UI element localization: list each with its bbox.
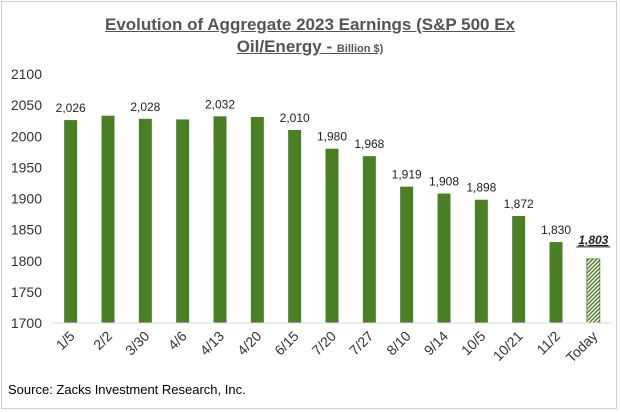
data-label: 1,968	[354, 137, 384, 151]
y-axis: 1700 1750 1800 1850 1900 1950 2000 2050 2100	[11, 66, 42, 331]
chart-title-line1: Evolution of Aggregate 2023 Earnings (S&…	[104, 15, 515, 34]
x-tick-label: 9/14	[421, 328, 452, 359]
y-tick-label: 2100	[11, 66, 42, 82]
x-tick-label: 2/2	[90, 328, 115, 353]
bar-8-10	[400, 186, 414, 323]
y-tick-label: 2000	[11, 128, 42, 144]
x-tick-label: 1/5	[53, 328, 78, 353]
source-note: Source: Zacks Investment Research, Inc.	[8, 382, 246, 397]
bar-today	[586, 258, 601, 324]
bar-4-20	[250, 116, 264, 323]
y-tick-label: 1900	[11, 191, 42, 207]
y-tick-label: 1750	[11, 284, 42, 300]
bar-7-27	[362, 156, 376, 323]
bar-7-20	[325, 148, 339, 323]
bar-9-14	[437, 193, 451, 323]
x-tick-label: Today	[563, 328, 601, 366]
bar-10-21	[512, 215, 526, 323]
bar-6-15	[288, 130, 302, 323]
x-tick-label: 8/10	[383, 328, 414, 359]
data-label: 2,032	[205, 97, 235, 111]
bar-1-5	[64, 120, 78, 323]
y-tick-label: 1700	[11, 315, 42, 331]
chart-title-unit: Billion $)	[336, 43, 384, 55]
x-tick-label: 3/30	[122, 328, 153, 359]
y-tick-label: 1800	[11, 253, 42, 269]
data-labels: 2,026 2,028 2,032 2,010 1,980 1,968 1,919 1,908…	[56, 97, 611, 248]
bar-3-30	[138, 118, 152, 323]
x-tick-label: 10/5	[458, 328, 489, 359]
data-label: 1,830	[541, 223, 571, 237]
data-label: 1,980	[317, 130, 347, 144]
bars	[64, 115, 601, 324]
data-label: 1,908	[429, 175, 459, 189]
x-tick-label: 4/20	[234, 328, 265, 359]
x-tick-label: 7/27	[346, 328, 377, 359]
data-label: 2,010	[280, 111, 310, 125]
x-tick-label: 10/21	[490, 328, 526, 364]
data-label: 1,803	[578, 233, 608, 247]
bar-10-5	[474, 199, 488, 323]
data-label: 2,026	[56, 101, 86, 115]
x-axis: 1/5 2/2 3/30 4/6 4/13 4/20 6/15 7/20 7/27 8/10 9/1…	[52, 322, 612, 366]
x-tick-label: 4/13	[197, 328, 228, 359]
y-tick-label: 2050	[11, 97, 42, 113]
x-tick-label: 4/6	[165, 328, 190, 353]
bar-2-2	[101, 115, 115, 324]
data-label: 1,898	[466, 181, 496, 195]
y-tick-label: 1950	[11, 159, 42, 175]
data-label: 1,872	[504, 197, 534, 211]
chart-title-line2: Oil/Energy -	[236, 37, 337, 56]
bar-11-2	[549, 242, 563, 323]
data-label: 1,919	[392, 168, 422, 182]
x-tick-label: 11/2	[533, 328, 563, 358]
x-tick-label: 7/20	[309, 328, 340, 359]
y-tick-label: 1850	[11, 222, 42, 238]
x-tick-label: 6/15	[271, 328, 302, 359]
bar-4-6	[176, 119, 190, 323]
data-label: 2,028	[130, 100, 160, 114]
chart-title: Evolution of Aggregate 2023 Earnings (S&…	[0, 14, 620, 60]
bar-4-13	[213, 116, 227, 323]
